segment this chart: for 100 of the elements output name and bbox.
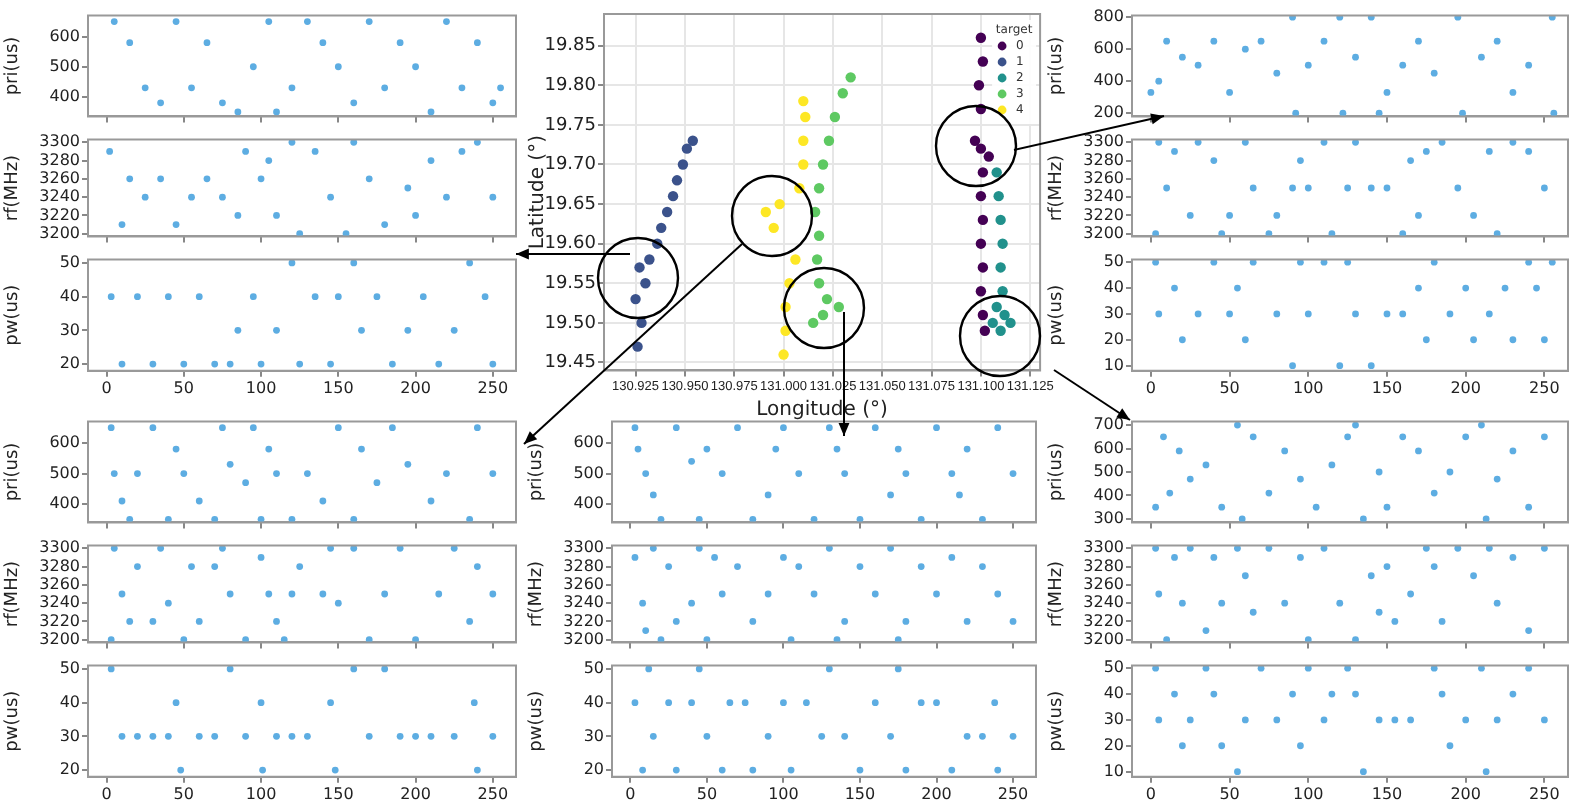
y-tick-label: 3280 [563,556,604,575]
point [1304,310,1312,318]
point [412,732,419,740]
point [319,39,327,47]
point [396,732,404,740]
y-tick-label: 3220 [39,205,80,224]
y-tick-label: 19.55 [544,273,596,294]
point [126,175,134,183]
point [631,424,639,432]
point [1218,742,1226,750]
point [975,238,987,249]
point [1399,310,1407,318]
point [234,212,242,219]
point [634,262,645,273]
point [810,590,818,598]
x-tick-label: 250 [1529,378,1560,397]
point [813,183,825,194]
point [991,699,999,707]
point [1399,433,1407,441]
y-tick-label: 19.60 [544,234,597,255]
point [1328,461,1336,469]
point [1171,554,1178,561]
point [726,699,734,707]
point [1178,336,1186,344]
y-tick-label: 50 [1103,658,1124,677]
point [435,590,443,598]
point [1352,310,1359,318]
point [450,732,458,740]
point [381,221,389,228]
point [1430,563,1438,570]
point [774,198,785,210]
point [963,732,971,740]
y-tick-label: 800 [1093,7,1124,26]
point [1485,148,1493,155]
point [837,88,848,99]
point [296,360,304,368]
point [995,214,1006,226]
point [948,766,956,774]
point [1273,716,1281,724]
point [249,293,257,301]
y-tick-label: 19.45 [544,353,596,374]
point [817,159,829,170]
y-tick-label: 500 [49,463,80,482]
point [1241,572,1249,580]
y-axis-title: pri(us) [527,442,548,502]
point [993,190,1004,202]
point [1163,184,1171,192]
point [639,766,647,774]
point [331,766,339,774]
point [242,479,249,487]
point [257,554,265,561]
point [1430,69,1438,77]
point [319,590,327,598]
point [630,293,641,305]
point [149,360,157,368]
point [1359,768,1367,776]
point [825,424,833,432]
y-tick-label: 3200 [1083,223,1124,242]
point [994,766,1002,774]
y-tick-label: 400 [49,87,80,105]
point [1415,37,1422,45]
point [1478,53,1485,61]
y-axis-title: rf(MHz) [1047,560,1068,628]
y-tick-label: 3260 [563,575,604,594]
y-tick-label: 500 [573,463,604,482]
point [404,326,412,334]
y-tick-label: 600 [1093,39,1124,58]
point [489,360,497,368]
point [1226,310,1233,318]
y-tick-label: 20 [59,760,80,779]
point [1422,148,1430,155]
point [1509,447,1517,455]
point [365,18,373,26]
x-tick-label: 0 [625,784,636,803]
y-tick-label: 30 [59,320,80,339]
point [489,590,497,598]
point [1352,421,1359,429]
point [979,563,986,570]
point [772,445,780,453]
point [807,317,819,329]
point [1155,139,1163,146]
point [1493,37,1501,45]
point [975,286,987,297]
point [672,424,680,432]
x-tick-label: 0 [101,784,112,803]
point [249,424,257,432]
point [118,221,126,228]
point [977,167,989,178]
point [134,563,141,570]
point [734,563,741,570]
x-tick-label: 100 [245,378,277,397]
point [1525,61,1533,69]
y-axis-title: pw(us) [3,284,24,346]
point [1540,433,1548,441]
point [887,732,894,740]
point [443,470,450,477]
point [219,193,226,201]
point [803,699,810,707]
point [1415,284,1422,292]
point [1320,37,1328,45]
